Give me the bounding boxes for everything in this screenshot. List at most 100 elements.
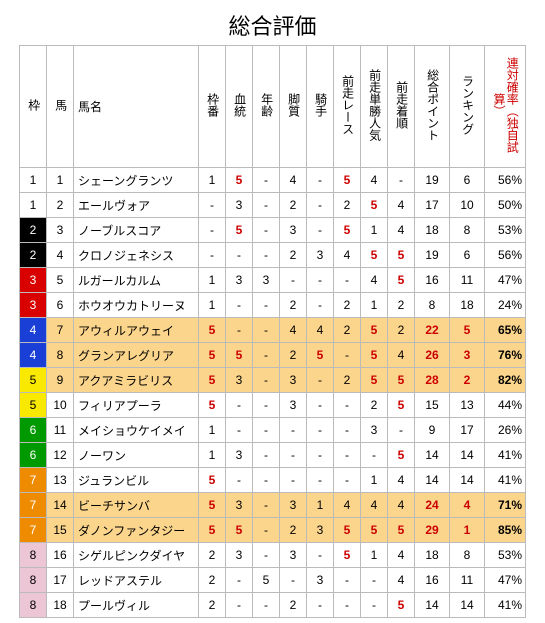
- table-row: 612ノーワン13-----5141441%: [20, 443, 526, 468]
- name-cell: ジュランビル: [74, 468, 199, 493]
- uma-cell: 12: [47, 443, 74, 468]
- uma-cell: 18: [47, 593, 74, 618]
- value-cell: -: [307, 418, 334, 443]
- value-cell: 3: [307, 243, 334, 268]
- value-cell: 85%: [485, 518, 526, 543]
- uma-cell: 17: [47, 568, 74, 593]
- value-cell: 5: [334, 218, 361, 243]
- value-cell: 3: [280, 543, 307, 568]
- value-cell: 8: [415, 293, 450, 318]
- value-cell: -: [307, 543, 334, 568]
- value-cell: 5: [388, 443, 415, 468]
- value-cell: 44%: [485, 393, 526, 418]
- value-cell: -: [307, 443, 334, 468]
- value-cell: 1: [361, 218, 388, 243]
- uma-cell: 9: [47, 368, 74, 393]
- value-cell: 5: [361, 243, 388, 268]
- header-cell: 脚質: [280, 46, 307, 168]
- value-cell: -: [199, 218, 226, 243]
- header-cell: 馬名: [74, 46, 199, 168]
- value-cell: 2: [199, 593, 226, 618]
- name-cell: クロノジェネシス: [74, 243, 199, 268]
- waku-cell: 1: [20, 168, 47, 193]
- value-cell: 5: [334, 518, 361, 543]
- value-cell: 5: [361, 518, 388, 543]
- name-cell: ルガールカルム: [74, 268, 199, 293]
- page-title: 総合評価: [5, 5, 540, 45]
- value-cell: 2: [388, 318, 415, 343]
- value-cell: -: [334, 343, 361, 368]
- value-cell: 5: [199, 318, 226, 343]
- value-cell: -: [307, 368, 334, 393]
- uma-cell: 5: [47, 268, 74, 293]
- value-cell: 1: [450, 518, 485, 543]
- value-cell: 22: [415, 318, 450, 343]
- value-cell: 8: [450, 543, 485, 568]
- waku-cell: 8: [20, 543, 47, 568]
- value-cell: 5: [199, 368, 226, 393]
- waku-cell: 8: [20, 568, 47, 593]
- uma-cell: 1: [47, 168, 74, 193]
- header-cell: 連対確率（独自試算）: [485, 46, 526, 168]
- value-cell: 14: [415, 593, 450, 618]
- value-cell: 6: [450, 168, 485, 193]
- name-cell: プールヴィル: [74, 593, 199, 618]
- value-cell: 14: [415, 468, 450, 493]
- value-cell: 3: [307, 568, 334, 593]
- value-cell: 1: [307, 493, 334, 518]
- name-cell: アウィルアウェイ: [74, 318, 199, 343]
- header-cell: 前走着順: [388, 46, 415, 168]
- value-cell: -: [361, 593, 388, 618]
- value-cell: 18: [415, 543, 450, 568]
- table-row: 24クロノジェネシス---2345519656%: [20, 243, 526, 268]
- name-cell: レッドアステル: [74, 568, 199, 593]
- waku-cell: 5: [20, 368, 47, 393]
- value-cell: -: [307, 268, 334, 293]
- value-cell: 4: [388, 468, 415, 493]
- value-cell: 41%: [485, 468, 526, 493]
- value-cell: -: [361, 568, 388, 593]
- value-cell: -: [334, 268, 361, 293]
- value-cell: 1: [199, 268, 226, 293]
- value-cell: 4: [388, 568, 415, 593]
- value-cell: 17: [450, 418, 485, 443]
- value-cell: 3: [307, 518, 334, 543]
- value-cell: 3: [361, 418, 388, 443]
- uma-cell: 8: [47, 343, 74, 368]
- value-cell: -: [226, 318, 253, 343]
- value-cell: -: [280, 268, 307, 293]
- value-cell: -: [307, 468, 334, 493]
- header-cell: 枠: [20, 46, 47, 168]
- value-cell: 26: [415, 343, 450, 368]
- value-cell: 65%: [485, 318, 526, 343]
- waku-cell: 7: [20, 493, 47, 518]
- value-cell: 2: [199, 568, 226, 593]
- value-cell: 76%: [485, 343, 526, 368]
- value-cell: 11: [450, 568, 485, 593]
- table-row: 510フィリアプーラ5--3--25151344%: [20, 393, 526, 418]
- value-cell: 13: [450, 393, 485, 418]
- value-cell: -: [226, 568, 253, 593]
- value-cell: 3: [226, 268, 253, 293]
- value-cell: -: [253, 593, 280, 618]
- value-cell: 5: [199, 343, 226, 368]
- value-cell: 4: [334, 243, 361, 268]
- value-cell: -: [334, 468, 361, 493]
- value-cell: 29: [415, 518, 450, 543]
- value-cell: -: [253, 168, 280, 193]
- value-cell: 4: [361, 493, 388, 518]
- value-cell: 2: [388, 293, 415, 318]
- waku-cell: 7: [20, 468, 47, 493]
- value-cell: 5: [199, 493, 226, 518]
- value-cell: 3: [226, 543, 253, 568]
- value-cell: 2: [280, 193, 307, 218]
- value-cell: -: [199, 193, 226, 218]
- value-cell: -: [199, 243, 226, 268]
- table-row: 36ホウオウカトリーヌ1--2-21281824%: [20, 293, 526, 318]
- value-cell: 1: [361, 468, 388, 493]
- value-cell: 3: [280, 493, 307, 518]
- value-cell: 5: [253, 568, 280, 593]
- value-cell: 5: [334, 168, 361, 193]
- value-cell: -: [253, 293, 280, 318]
- value-cell: -: [280, 418, 307, 443]
